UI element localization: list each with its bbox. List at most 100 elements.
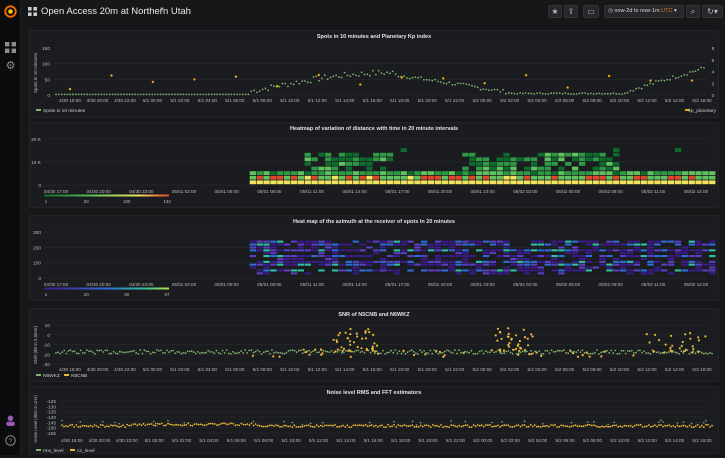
heatmap-cell bbox=[263, 272, 270, 275]
rms-point bbox=[118, 422, 120, 425]
n5cnb-point bbox=[494, 334, 497, 337]
time-picker[interactable]: ◷ now-2d to now-1m UTC ▾ bbox=[604, 5, 684, 18]
heatmap-cell bbox=[668, 249, 675, 252]
spots-point bbox=[377, 69, 380, 72]
n5cnb-point bbox=[344, 331, 347, 334]
c2-point bbox=[572, 424, 575, 427]
panel-title[interactable]: Heat map of the azimuth at the receiver … bbox=[293, 219, 455, 225]
heatmap-cell bbox=[496, 243, 503, 246]
heatmap-cell bbox=[290, 260, 298, 263]
heatmap-cell bbox=[476, 243, 483, 246]
heatmap-cell bbox=[284, 260, 291, 263]
spots-point bbox=[261, 88, 264, 91]
c2-point bbox=[517, 424, 520, 426]
c2-point bbox=[470, 426, 473, 428]
panel-title[interactable]: Heatmap of variation of distance with ti… bbox=[289, 126, 459, 132]
spots-point bbox=[476, 86, 479, 89]
n6wkz-point bbox=[486, 351, 489, 353]
help-icon[interactable]: ? bbox=[4, 435, 17, 448]
y-tick-label: 100 bbox=[42, 62, 50, 68]
panel-title[interactable]: SNR of N5CNB and N6WKZ bbox=[338, 312, 410, 318]
heatmap-cell bbox=[256, 269, 263, 272]
panel-title[interactable]: Spots in 10 minutes and Planetary Kp ind… bbox=[316, 34, 432, 40]
heatmap-cell bbox=[510, 175, 517, 180]
dashboards-icon[interactable] bbox=[4, 42, 17, 55]
c2-point bbox=[472, 424, 475, 427]
heatmap-cell bbox=[688, 175, 695, 180]
tv-mode-button[interactable]: ▭ bbox=[583, 5, 599, 18]
heatmap-cell bbox=[537, 152, 544, 157]
heatmap-cell bbox=[393, 263, 400, 266]
refresh-button[interactable]: ↻▾ bbox=[702, 5, 723, 18]
c2-point bbox=[368, 424, 371, 427]
n6wkz-point bbox=[266, 350, 269, 353]
x-tick-label: 5/2 14:00 bbox=[665, 438, 685, 443]
heatmap-cell bbox=[434, 269, 442, 272]
heatmap-cell bbox=[551, 263, 558, 266]
spots-point bbox=[643, 84, 646, 86]
heatmap-cell bbox=[284, 255, 291, 258]
spots-point bbox=[219, 93, 222, 96]
zoom-out-button[interactable]: ⌕ bbox=[686, 5, 700, 18]
x-tick-label: 05/01 17:00 bbox=[385, 189, 410, 194]
heatmap-cell bbox=[462, 171, 469, 175]
spots-point bbox=[165, 93, 168, 96]
heatmap-cell bbox=[654, 180, 661, 185]
heatmap-cell bbox=[558, 249, 565, 252]
heatmap-cell bbox=[469, 240, 476, 243]
heatmap-cell bbox=[572, 249, 579, 252]
n5cnb-point bbox=[669, 349, 672, 352]
spots-point bbox=[575, 93, 578, 95]
heatmap-cell bbox=[256, 171, 263, 175]
dashboard-title[interactable]: Open Access 20m at Northern Utah bbox=[41, 6, 191, 17]
c2-point bbox=[67, 425, 69, 428]
n6wkz-point bbox=[340, 352, 343, 354]
panel-title[interactable]: Noise level RMS and FFT estimators bbox=[326, 390, 422, 396]
heatmap-cell bbox=[585, 260, 592, 263]
c2-point bbox=[694, 425, 697, 427]
heatmap-cell bbox=[249, 180, 256, 185]
c2-point bbox=[268, 424, 271, 427]
n6wkz-point bbox=[90, 350, 92, 353]
heatmap-cell bbox=[626, 252, 634, 255]
n5cnb-point bbox=[498, 348, 502, 351]
heatmap-cell bbox=[277, 171, 284, 175]
c2-point bbox=[521, 424, 524, 427]
spots-point bbox=[256, 91, 258, 94]
share-button[interactable]: ⇪ bbox=[564, 5, 578, 18]
heatmap-scale bbox=[44, 287, 169, 290]
n6wkz-point bbox=[423, 350, 425, 352]
heatmap-cell bbox=[674, 243, 682, 246]
n5cnb-point bbox=[514, 334, 517, 337]
spots-point bbox=[558, 92, 561, 94]
n6wkz-point bbox=[682, 352, 685, 354]
heatmap-cell bbox=[318, 152, 325, 157]
c2-point bbox=[352, 424, 355, 427]
star-button[interactable]: ★ bbox=[548, 5, 562, 18]
heatmap-cell bbox=[647, 243, 654, 246]
gear-icon[interactable]: ⚙ bbox=[5, 60, 16, 72]
n6wkz-point bbox=[326, 350, 329, 353]
user-icon[interactable] bbox=[4, 415, 17, 428]
spots-point bbox=[663, 80, 666, 82]
heatmap-cell bbox=[482, 157, 490, 162]
n6wkz-point bbox=[283, 352, 286, 355]
chevron-down-icon[interactable]: ▼ bbox=[159, 7, 165, 13]
x-tick-label: 05/02 05:00 bbox=[556, 282, 581, 287]
grafana-logo-icon[interactable] bbox=[3, 4, 18, 19]
n6wkz-point bbox=[608, 351, 611, 354]
c2-point bbox=[639, 423, 642, 426]
heatmap-cell bbox=[599, 175, 606, 180]
spots-point bbox=[151, 93, 154, 96]
heatmap-cell bbox=[482, 255, 490, 258]
c2-point bbox=[108, 425, 110, 428]
n6wkz-point bbox=[145, 350, 148, 353]
heatmap-cell bbox=[613, 269, 620, 272]
heatmap-cell bbox=[551, 243, 558, 246]
heatmap-cell bbox=[681, 255, 688, 258]
